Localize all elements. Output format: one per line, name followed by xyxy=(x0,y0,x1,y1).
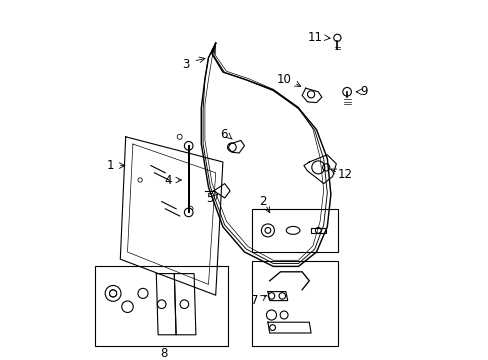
Text: 12: 12 xyxy=(337,168,352,181)
Text: 6: 6 xyxy=(219,129,227,141)
Text: 2: 2 xyxy=(258,195,265,208)
Circle shape xyxy=(342,87,351,96)
Bar xyxy=(251,209,337,252)
Text: 7: 7 xyxy=(251,294,258,307)
Circle shape xyxy=(184,141,193,150)
Text: 3: 3 xyxy=(182,58,189,71)
Text: 4: 4 xyxy=(164,174,171,186)
Circle shape xyxy=(227,143,236,152)
Text: 8: 8 xyxy=(160,347,167,360)
Bar xyxy=(95,266,228,346)
Text: 10: 10 xyxy=(276,73,291,86)
Circle shape xyxy=(333,34,340,41)
Text: 9: 9 xyxy=(360,85,367,98)
Text: 1: 1 xyxy=(106,159,114,172)
Bar xyxy=(251,261,337,346)
Circle shape xyxy=(307,91,314,98)
Circle shape xyxy=(184,208,193,217)
Text: 11: 11 xyxy=(307,31,322,44)
Text: 5: 5 xyxy=(206,192,213,204)
Circle shape xyxy=(311,161,324,174)
Bar xyxy=(310,228,325,233)
